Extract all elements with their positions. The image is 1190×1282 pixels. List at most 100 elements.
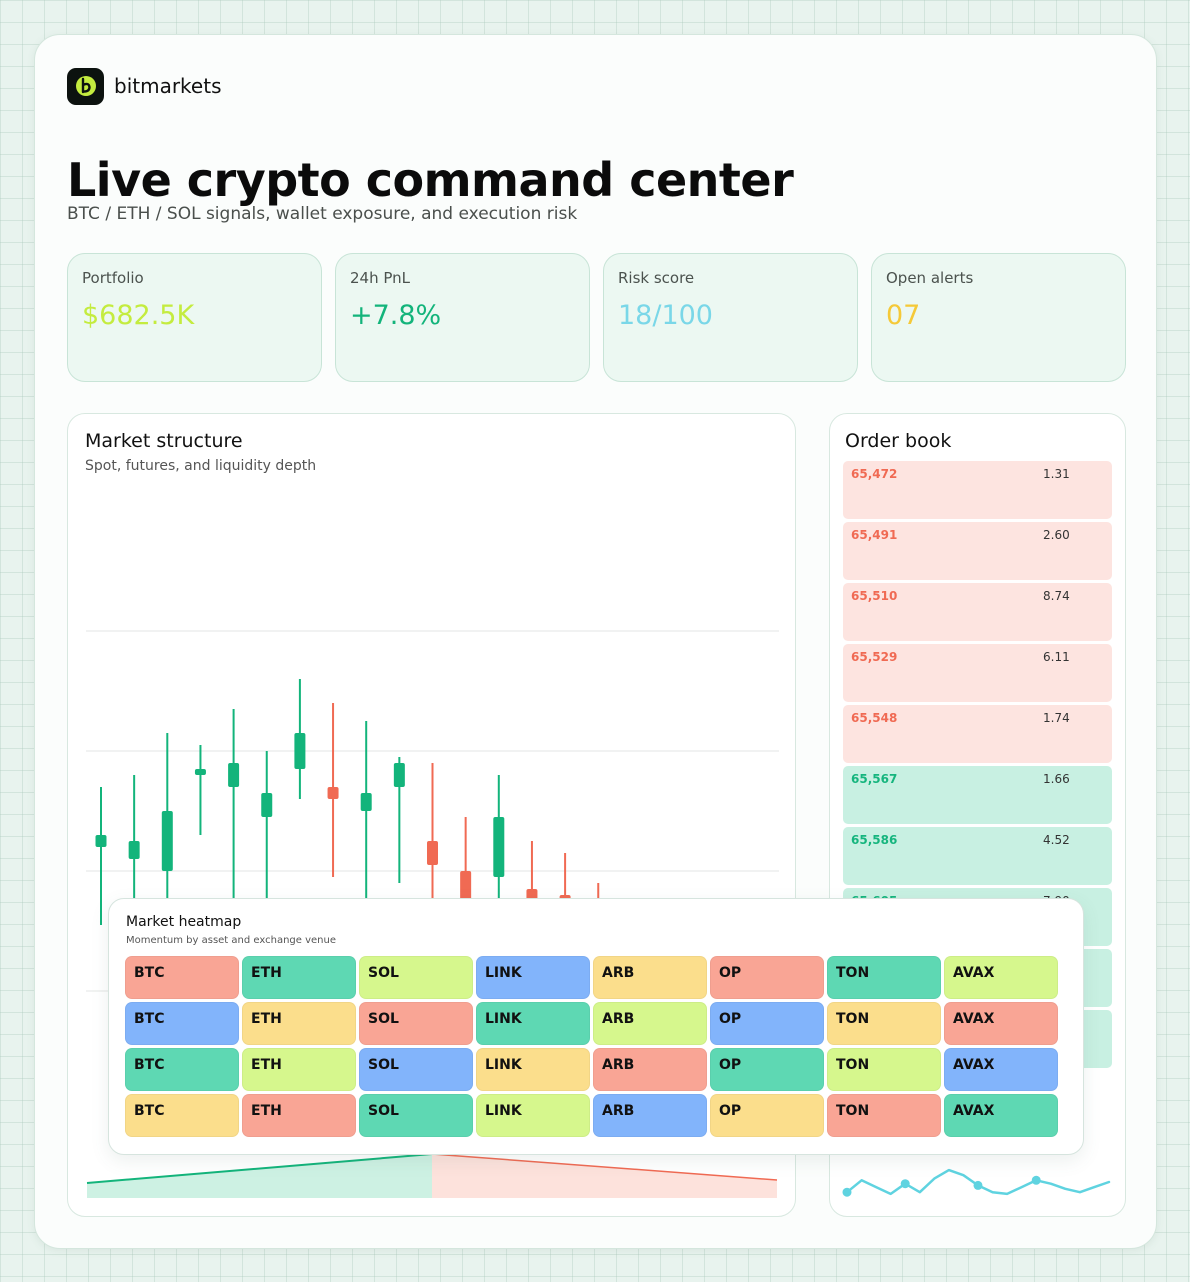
kpi-value: +7.8% [350, 300, 442, 331]
bitmarkets-logo-icon [67, 67, 104, 105]
heatmap-cell-arb[interactable]: ARB [593, 1002, 707, 1045]
heatmap-cell-avax[interactable]: AVAX [944, 1094, 1058, 1137]
heatmap-cell-link[interactable]: LINK [476, 1048, 590, 1091]
page-subtitle: BTC / ETH / SOL signals, wallet exposure… [67, 204, 578, 224]
candle-body [261, 793, 273, 817]
candle-body [128, 841, 140, 859]
candle-body [161, 811, 173, 871]
order-size: 2.60 [1043, 528, 1070, 542]
order-price: 65,567 [851, 772, 898, 786]
heatmap-cell-ton[interactable]: TON [827, 1002, 941, 1045]
heatmap-cell-op[interactable]: OP [710, 1048, 824, 1091]
order-size: 1.31 [1043, 467, 1070, 481]
heatmap-cell-btc[interactable]: BTC [125, 956, 239, 999]
sparkline-point [842, 1187, 852, 1197]
heatmap-cell-eth[interactable]: ETH [242, 956, 356, 999]
candle-body [493, 817, 505, 877]
bid-depth-area [87, 1154, 432, 1198]
heatmap-cell-op[interactable]: OP [710, 1002, 824, 1045]
sparkline-point [1031, 1175, 1041, 1185]
brand-name: bitmarkets [114, 74, 222, 98]
dashboard-window: bitmarkets Live crypto command center BT… [34, 34, 1157, 1249]
heatmap-title: Market heatmap [126, 914, 242, 930]
heatmap-cell-sol[interactable]: SOL [359, 1048, 473, 1091]
candle[interactable] [228, 709, 240, 907]
order-price: 65,529 [851, 650, 898, 664]
kpi-value: 18/100 [618, 300, 713, 331]
order-price: 65,548 [851, 711, 898, 725]
ask-row[interactable]: 65,472 1.31 [843, 461, 1112, 519]
candle[interactable] [327, 703, 339, 877]
heatmap-subtitle: Momentum by asset and exchange venue [126, 935, 336, 946]
heatmap-cell-arb[interactable]: ARB [593, 956, 707, 999]
heatmap-cell-eth[interactable]: ETH [242, 1048, 356, 1091]
order-size: 1.66 [1043, 772, 1070, 786]
candle-body [228, 763, 240, 787]
order-book-sparkline [842, 1168, 1111, 1197]
heatmap-cell-btc[interactable]: BTC [125, 1002, 239, 1045]
heatmap-cell-op[interactable]: OP [710, 1094, 824, 1137]
heatmap-cell-ton[interactable]: TON [827, 956, 941, 999]
heatmap-cell-arb[interactable]: ARB [593, 1094, 707, 1137]
page-title: Live crypto command center [67, 153, 794, 207]
heatmap-cell-avax[interactable]: AVAX [944, 956, 1058, 999]
heatmap-cell-arb[interactable]: ARB [593, 1048, 707, 1091]
candle-body [194, 769, 206, 775]
kpi-card-pnl[interactable]: 24h PnL +7.8% [335, 253, 590, 382]
heatmap-cell-op[interactable]: OP [710, 956, 824, 999]
market-structure-title: Market structure [85, 430, 243, 452]
heatmap-grid: BTC ETH SOL LINK ARB OP TON AVAX BTC ETH SOL LINK AR… [125, 956, 1058, 1137]
candle[interactable] [95, 787, 107, 925]
candle[interactable] [493, 775, 505, 901]
order-price: 65,510 [851, 589, 898, 603]
heatmap-cell-btc[interactable]: BTC [125, 1094, 239, 1137]
heatmap-cell-ton[interactable]: TON [827, 1094, 941, 1137]
heatmap-cell-link[interactable]: LINK [476, 956, 590, 999]
candle[interactable] [393, 757, 405, 883]
ask-row[interactable]: 65,491 2.60 [843, 522, 1112, 580]
ask-depth-line [431, 1153, 778, 1181]
candle-body [460, 871, 472, 901]
order-size: 8.74 [1043, 589, 1070, 603]
ask-depth-area [432, 1154, 777, 1198]
heatmap-cell-btc[interactable]: BTC [125, 1048, 239, 1091]
bid-row[interactable]: 65,567 1.66 [843, 766, 1112, 824]
heatmap-cell-sol[interactable]: SOL [359, 1094, 473, 1137]
candle[interactable] [194, 745, 206, 835]
heatmap-cell-sol[interactable]: SOL [359, 1002, 473, 1045]
heatmap-cell-ton[interactable]: TON [827, 1048, 941, 1091]
heatmap-cell-link[interactable]: LINK [476, 1002, 590, 1045]
candle[interactable] [427, 763, 438, 907]
order-size: 4.52 [1043, 833, 1070, 847]
ask-row[interactable]: 65,529 6.11 [843, 644, 1112, 702]
candle[interactable] [161, 733, 173, 913]
candle-body [294, 733, 306, 769]
candle-body [427, 841, 438, 865]
kpi-card-portfolio[interactable]: Portfolio $682.5K [67, 253, 322, 382]
heatmap-cell-sol[interactable]: SOL [359, 956, 473, 999]
brand[interactable]: bitmarkets [67, 67, 222, 105]
kpi-value: 07 [886, 300, 921, 331]
market-heatmap: Market heatmap Momentum by asset and exc… [108, 898, 1084, 1155]
order-price: 65,491 [851, 528, 898, 542]
market-structure-subtitle: Spot, futures, and liquidity depth [85, 458, 317, 474]
heatmap-cell-eth[interactable]: ETH [242, 1094, 356, 1137]
heatmap-cell-avax[interactable]: AVAX [944, 1048, 1058, 1091]
order-size: 1.74 [1043, 711, 1070, 725]
sparkline-point [973, 1180, 983, 1190]
heatmap-cell-avax[interactable]: AVAX [944, 1002, 1058, 1045]
sparkline-point [900, 1179, 910, 1189]
kpi-card-open-alerts[interactable]: Open alerts 07 [871, 253, 1126, 382]
candle[interactable] [261, 751, 273, 913]
order-price: 65,472 [851, 467, 898, 481]
heatmap-cell-link[interactable]: LINK [476, 1094, 590, 1137]
bid-row[interactable]: 65,586 4.52 [843, 827, 1112, 885]
ask-row[interactable]: 65,548 1.74 [843, 705, 1112, 763]
candle-body [95, 835, 107, 847]
kpi-card-risk-score[interactable]: Risk score 18/100 [603, 253, 858, 382]
kpi-value: $682.5K [82, 300, 195, 331]
ask-row[interactable]: 65,510 8.74 [843, 583, 1112, 641]
kpi-label: Risk score [618, 269, 695, 287]
candle[interactable] [294, 679, 306, 799]
heatmap-cell-eth[interactable]: ETH [242, 1002, 356, 1045]
